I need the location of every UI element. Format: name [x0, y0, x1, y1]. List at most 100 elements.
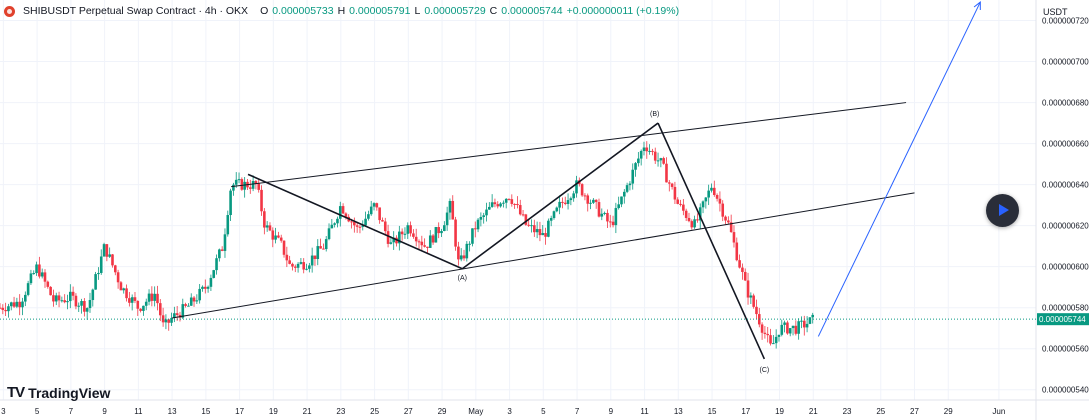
candle-body	[130, 297, 134, 303]
candle-body	[274, 235, 277, 240]
candle-body	[513, 203, 516, 205]
replay-play-button[interactable]	[986, 194, 1019, 227]
price-tick-label: 0.0000005400	[1042, 386, 1089, 395]
candle-body	[187, 305, 190, 307]
candle-body	[718, 198, 722, 204]
candle-body	[741, 267, 744, 272]
candle-body	[268, 225, 272, 231]
candle-body	[682, 204, 685, 211]
candle-body	[684, 210, 688, 218]
candle-body	[530, 225, 533, 227]
candle-body	[32, 273, 36, 275]
candle-body	[471, 228, 474, 244]
candle-body	[774, 336, 778, 344]
candle-body	[156, 293, 159, 304]
candle-body	[572, 193, 575, 199]
candle-body	[136, 300, 140, 309]
candle-body	[620, 196, 623, 205]
candle-body	[398, 231, 401, 244]
candle-body	[330, 224, 334, 229]
candle-body	[285, 254, 289, 261]
candle-body	[111, 254, 114, 266]
time-tick-label: 11	[134, 407, 143, 416]
time-tick-label: 3	[1, 407, 6, 416]
time-tick-label: 15	[708, 407, 717, 416]
candle-body	[69, 291, 72, 302]
candle-body	[215, 258, 218, 271]
time-tick-label: 23	[843, 407, 852, 416]
candle-body	[237, 179, 241, 181]
price-tick-label: 0.0000005800	[1042, 304, 1089, 313]
candle-body	[743, 271, 747, 281]
candle-body	[516, 203, 519, 206]
candle-body	[485, 209, 488, 216]
candle-body	[611, 221, 615, 226]
candle-body	[184, 304, 187, 306]
time-tick-label: 17	[741, 407, 750, 416]
candle-body	[676, 199, 680, 204]
candle-body	[113, 265, 117, 273]
candle-body	[490, 202, 494, 207]
candle-body	[597, 202, 601, 217]
candle-body	[248, 187, 252, 189]
candle-body	[358, 226, 362, 228]
tradingview-wordmark: TradingView	[28, 384, 111, 401]
candle-body	[74, 295, 78, 307]
candle-body	[105, 244, 109, 257]
candle-body	[142, 305, 145, 311]
candle-body	[293, 266, 297, 268]
candle-body	[549, 218, 553, 221]
candle-body	[378, 207, 381, 221]
candle-body	[628, 183, 632, 186]
candle-body	[406, 225, 410, 234]
candle-body	[586, 195, 590, 204]
time-tick-label: 5	[541, 407, 546, 416]
candle-body	[468, 243, 471, 245]
candle-body	[712, 187, 716, 195]
last-price-tag	[1037, 313, 1089, 326]
candle-body	[60, 300, 64, 302]
time-tick-label: 29	[944, 407, 953, 416]
candle-body	[257, 183, 261, 190]
tradingview-logo[interactable]: TV TradingView	[7, 384, 110, 401]
candle-body	[46, 281, 50, 287]
candle-body	[223, 234, 227, 251]
candle-body	[555, 207, 559, 212]
time-tick-label: 19	[775, 407, 784, 416]
candle-body	[133, 297, 137, 301]
candle-body	[462, 255, 466, 259]
candle-body	[305, 268, 308, 270]
candle-body	[662, 158, 665, 164]
candle-body	[43, 272, 47, 282]
time-tick-label: 19	[269, 407, 278, 416]
time-tick-label: 23	[336, 407, 345, 416]
candle-body	[493, 202, 497, 205]
time-tick-label: 21	[303, 407, 312, 416]
candle-body	[724, 216, 727, 221]
symbol-title[interactable]: SHIBUSDT Perpetual Swap Contract · 4h · …	[23, 5, 249, 17]
candle-body	[426, 246, 429, 248]
candle-body	[232, 184, 235, 191]
candle-body	[367, 214, 370, 219]
candle-body	[746, 280, 750, 298]
candle-body	[656, 160, 660, 162]
candle-body	[780, 324, 784, 335]
candle-body	[653, 151, 657, 161]
candle-body	[125, 288, 128, 299]
candle-body	[786, 322, 789, 334]
candle-body	[54, 295, 58, 302]
candle-body	[732, 232, 736, 243]
candle-body	[316, 246, 320, 260]
candle-body	[583, 195, 587, 197]
candle-body	[794, 325, 798, 334]
wave-line	[247, 173, 463, 270]
candle-body	[701, 201, 705, 208]
candle-body	[659, 158, 663, 161]
candle-body	[673, 186, 677, 200]
candle-body	[608, 221, 612, 223]
candle-body	[322, 248, 325, 250]
candle-body	[240, 179, 244, 190]
high-key: H	[337, 5, 346, 17]
